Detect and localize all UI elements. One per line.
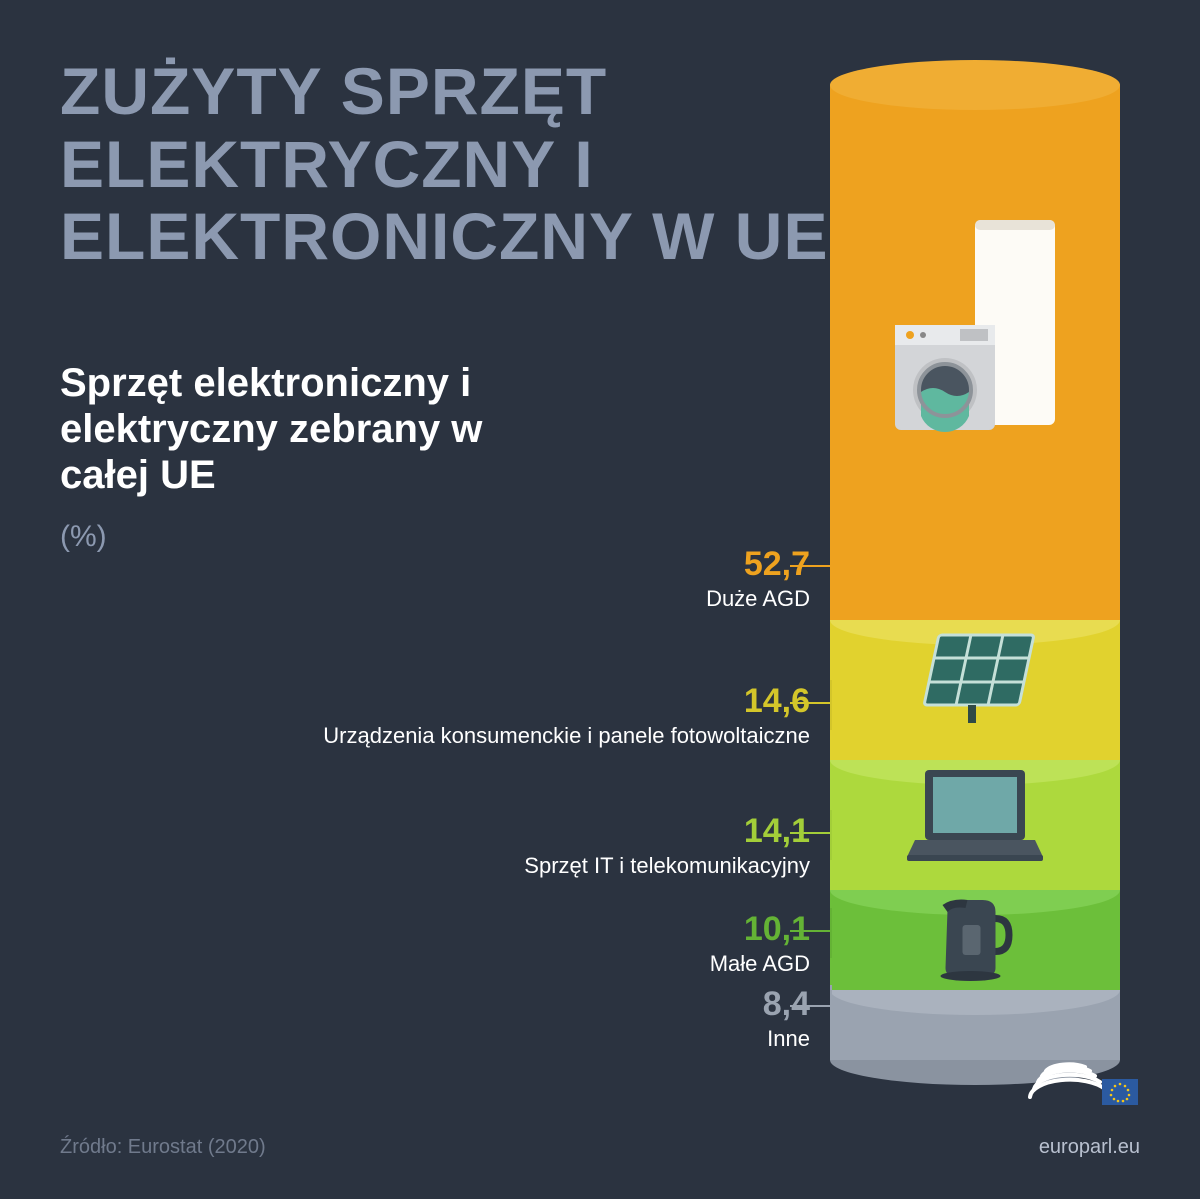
connector bbox=[830, 810, 832, 860]
stacked-cylinder-chart bbox=[830, 60, 1120, 1060]
site-text: europarl.eu bbox=[1039, 1136, 1140, 1159]
value: 8,4 bbox=[110, 985, 810, 1024]
label-it-telecom: 14,1 Sprzęt IT i telekomunikacyjny bbox=[110, 812, 810, 879]
title-line: ELEKTRYCZNY I bbox=[60, 128, 828, 201]
main-title: ZUŻYTY SPRZĘT ELEKTRYCZNY I ELEKTRONICZN… bbox=[60, 55, 828, 273]
connector bbox=[830, 680, 832, 730]
kettle-icon bbox=[928, 890, 1023, 990]
connector bbox=[830, 908, 832, 958]
value: 10,1 bbox=[110, 910, 810, 949]
unit-label: (%) bbox=[60, 520, 107, 554]
europarl-logo-icon bbox=[1010, 1049, 1140, 1119]
washer-fridge-icon bbox=[885, 220, 1065, 445]
subtitle-line: całej UE bbox=[60, 452, 482, 498]
title-line: ELEKTRONICZNY W UE bbox=[60, 200, 828, 273]
value: 14,1 bbox=[110, 812, 810, 851]
value: 14,6 bbox=[110, 682, 810, 721]
laptop-icon bbox=[905, 765, 1045, 870]
cylinder-top bbox=[830, 60, 1120, 110]
subtitle: Sprzęt elektroniczny i elektryczny zebra… bbox=[60, 360, 482, 498]
connector bbox=[830, 985, 832, 1030]
label-small-appliances: 10,1 Małe AGD bbox=[110, 910, 810, 977]
title-line: ZUŻYTY SPRZĘT bbox=[60, 55, 828, 128]
name: Inne bbox=[110, 1026, 810, 1052]
value: 52,7 bbox=[110, 545, 810, 584]
source-text: Źródło: Eurostat (2020) bbox=[60, 1136, 266, 1159]
subtitle-line: elektryczny zebrany w bbox=[60, 406, 482, 452]
label-large-appliances: 52,7 Duże AGD bbox=[110, 545, 810, 612]
label-other: 8,4 Inne bbox=[110, 985, 810, 1052]
name: Urządzenia konsumenckie i panele fotowol… bbox=[110, 723, 810, 749]
name: Małe AGD bbox=[110, 951, 810, 977]
label-consumer-pv: 14,6 Urządzenia konsumenckie i panele fo… bbox=[110, 682, 810, 749]
connector bbox=[830, 540, 832, 595]
name: Duże AGD bbox=[110, 586, 810, 612]
name: Sprzęt IT i telekomunikacyjny bbox=[110, 853, 810, 879]
subtitle-line: Sprzęt elektroniczny i bbox=[60, 360, 482, 406]
solar-panel-icon bbox=[910, 630, 1040, 730]
